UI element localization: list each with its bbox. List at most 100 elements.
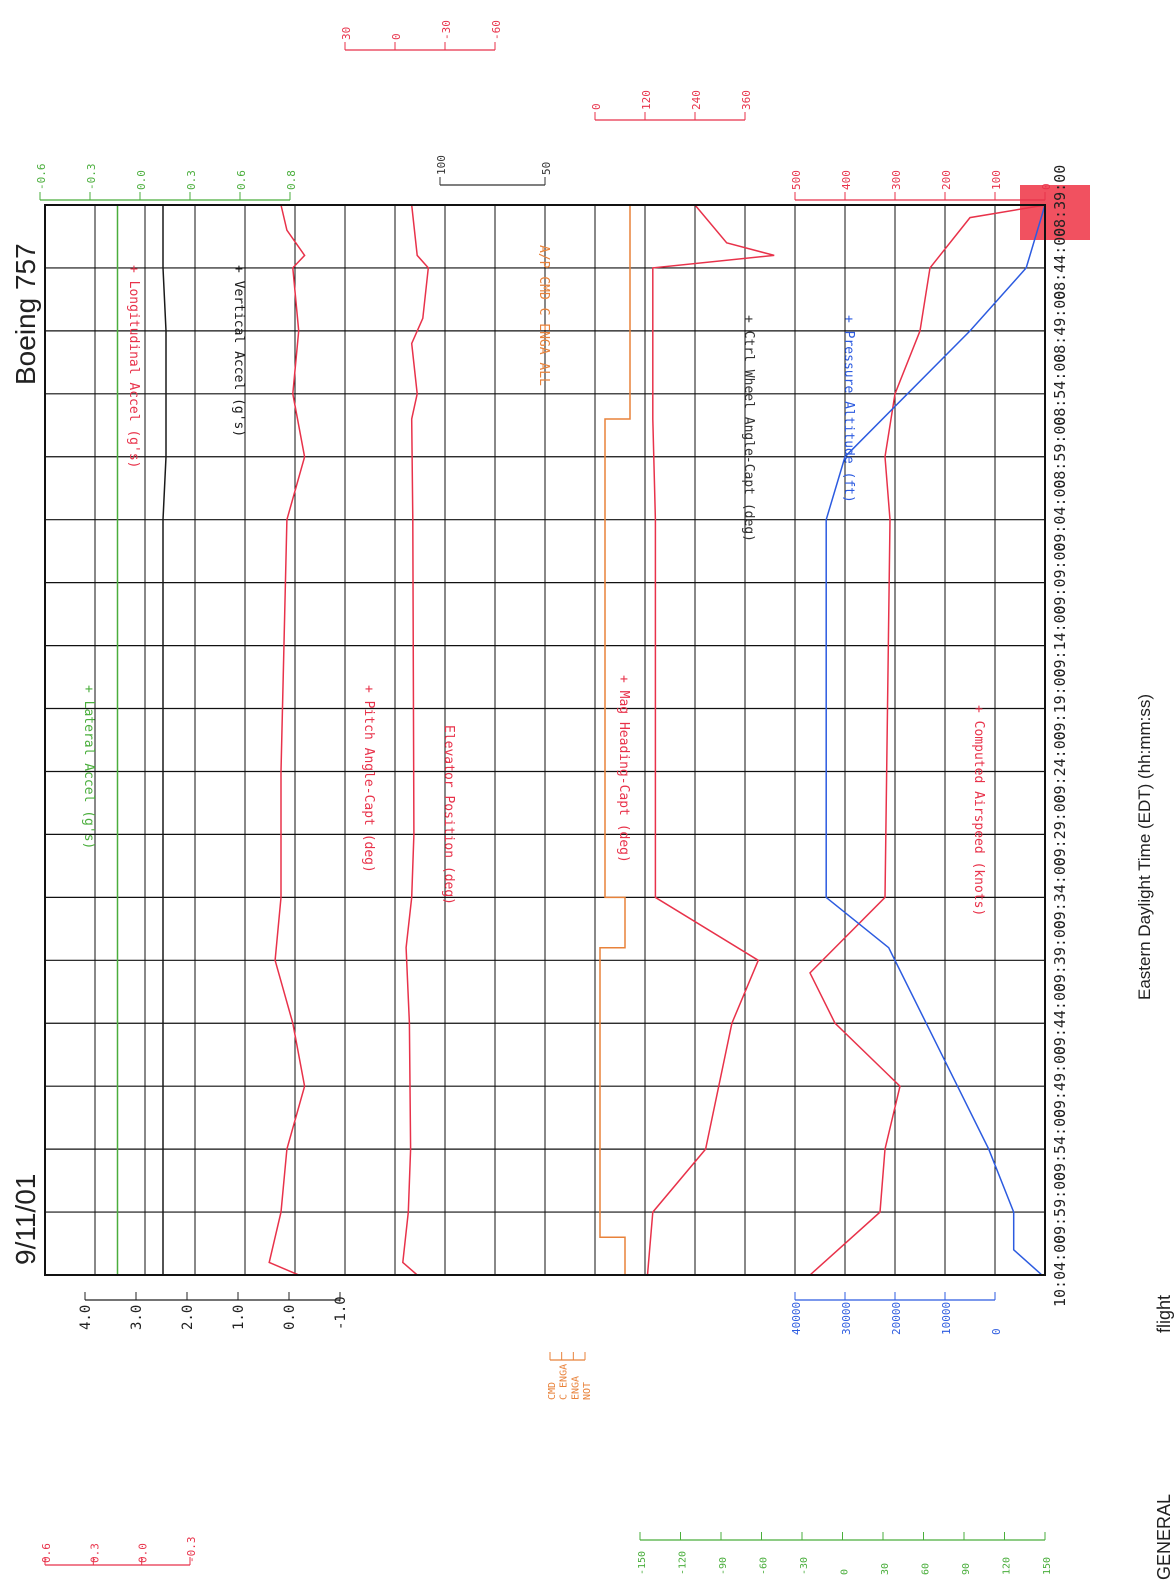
scale-label-elevator: 50 — [540, 162, 553, 175]
scale-label-wheel: -120 — [678, 1551, 689, 1575]
plot-area: + Lateral Accel (g's) + Longitudinal Acce… — [44, 185, 1090, 1276]
scale-label-lateral: 0.6 — [40, 1543, 53, 1563]
footer-left-label: GENERAL — [1154, 1494, 1174, 1580]
series-annotation: + Pressure Altitude (ft) — [841, 315, 856, 503]
series-line — [268, 204, 306, 1276]
series-annotation: + Computed Airspeed (knots) — [971, 705, 986, 916]
series-annotation: + Pitch Angle-Capt (deg) — [361, 685, 376, 873]
series-line — [809, 204, 1046, 1276]
time-tick-label: 09:39:00 — [1051, 920, 1069, 992]
x-axis-title: Eastern Daylight Time (EDT) (hh:mm:ss) — [1135, 694, 1154, 1000]
time-tick-label: 09:44:00 — [1051, 983, 1069, 1055]
scale-label-airspeed: 100 — [990, 170, 1003, 190]
time-tick-label: 08:44:00 — [1051, 228, 1069, 300]
time-tick-labels: 08:39:0008:44:0008:49:0008:54:0008:59:00… — [1051, 165, 1069, 1307]
scale-label-airspeed: 200 — [940, 170, 953, 190]
time-gridlines — [45, 185, 1090, 1276]
scale-label-pitch: 0 — [390, 33, 403, 40]
scale-label-wheel: 90 — [961, 1563, 972, 1575]
footer-right-label: flight — [1154, 1295, 1174, 1333]
autopilot-step — [599, 205, 631, 1275]
series-annotation: + Mag Heading-Capt (deg) — [616, 675, 631, 863]
time-tick-label: 09:24:00 — [1051, 731, 1069, 803]
series-line — [825, 204, 1046, 1276]
axis-scales: 4.0 3.0 2.0 1.0 0.0 -1.0 0.6 0.3 0.0 -0.3 -0.6 -0.3… — [35, 20, 1053, 1575]
scale-label-wheel: 150 — [1042, 1557, 1053, 1575]
scale-label-heading: 240 — [690, 90, 703, 110]
scale-label-lateral_top: 0.6 — [235, 170, 248, 190]
time-tick-label: 09:29:00 — [1051, 794, 1069, 866]
time-tick-label: 10:04:00 — [1051, 1235, 1069, 1307]
scale-label-lateral_top: -0.3 — [85, 164, 98, 191]
scale-label-lateral_top: 0.0 — [135, 170, 148, 190]
series-annotation: + Lateral Accel (g's) — [81, 685, 96, 849]
ground-phase-block — [1020, 185, 1090, 240]
scale-label-accel: 2.0 — [180, 1305, 196, 1330]
time-tick-label: 08:49:00 — [1051, 291, 1069, 363]
plot-frame — [44, 204, 1046, 1276]
scale-label-airspeed: 300 — [890, 170, 903, 190]
time-tick-label: 09:54:00 — [1051, 1109, 1069, 1181]
scale-label-ap: C ENGA — [559, 1364, 570, 1400]
scale-label-airspeed: 500 — [790, 170, 803, 190]
scale-label-pitch: 30 — [340, 27, 353, 40]
scale-label-accel: 3.0 — [129, 1305, 145, 1330]
time-tick-label: 09:09:00 — [1051, 542, 1069, 614]
series-line — [162, 205, 167, 1275]
time-tick-label: 09:34:00 — [1051, 857, 1069, 929]
scale-label-wheel: -90 — [718, 1557, 729, 1575]
scale-label-ap: NOT — [582, 1382, 593, 1400]
scale-label-pitch: -60 — [490, 20, 503, 40]
scale-label-lateral_top: 0.3 — [185, 170, 198, 190]
scale-label-airspeed: 400 — [840, 170, 853, 190]
scale-label-lateral: 0.0 — [137, 1543, 150, 1563]
time-tick-label: 08:54:00 — [1051, 354, 1069, 426]
aircraft-label: Boeing 757 — [10, 243, 41, 385]
scale-label-accel: 4.0 — [78, 1305, 94, 1330]
time-tick-label: 08:59:00 — [1051, 417, 1069, 489]
date-label: 9/11/01 — [10, 1174, 41, 1265]
scale-label-wheel: 60 — [921, 1563, 932, 1575]
scale-label-airspeed: 0 — [1040, 183, 1053, 190]
scale-label-wheel: 0 — [840, 1569, 851, 1575]
scale-label-accel: -1.0 — [333, 1296, 349, 1330]
scale-label-altitude: 30000 — [840, 1302, 853, 1335]
scale-label-altitude: 40000 — [790, 1302, 803, 1335]
scale-label-ap: ENGA — [570, 1376, 581, 1400]
scale-label-lateral: -0.3 — [185, 1537, 198, 1564]
scale-label-wheel: -150 — [637, 1551, 648, 1575]
scale-label-accel: 0.0 — [282, 1305, 298, 1330]
band-gridlines — [94, 205, 996, 1275]
time-tick-label: 09:59:00 — [1051, 1172, 1069, 1244]
scale-label-wheel: -60 — [759, 1557, 770, 1575]
scale-label-accel: 1.0 — [231, 1305, 247, 1330]
scale-label-heading: 120 — [640, 90, 653, 110]
scale-label-pitch: -30 — [440, 20, 453, 40]
series-annotation: + Ctrl Wheel Angle-Capt (deg) — [741, 315, 756, 542]
series-layer — [116, 204, 1046, 1276]
series-annotation: Elevator Position (deg) — [441, 725, 456, 905]
scale-label-wheel: -30 — [799, 1557, 810, 1575]
series-annotation: + Longitudinal Accel (g's) — [126, 265, 141, 469]
series-line — [646, 204, 775, 1276]
annotation-layer: + Lateral Accel (g's) + Longitudinal Acce… — [81, 245, 986, 916]
scale-label-wheel: 120 — [1002, 1557, 1013, 1575]
scale-label-altitude: 0 — [990, 1328, 1003, 1335]
time-tick-label: 09:14:00 — [1051, 605, 1069, 677]
scale-label-lateral_top: -0.6 — [35, 164, 48, 191]
scale-label-altitude: 20000 — [890, 1302, 903, 1335]
time-tick-label: 08:39:00 — [1051, 165, 1069, 237]
scale-label-altitude: 10000 — [940, 1302, 953, 1335]
time-tick-label: 09:49:00 — [1051, 1046, 1069, 1118]
series-annotation: A/P CMD C ENGA ALL — [536, 245, 551, 386]
scale-label-lateral: 0.3 — [88, 1543, 101, 1563]
scale-label-ap: CMD — [547, 1382, 558, 1400]
scale-label-elevator: 100 — [435, 155, 448, 175]
series-annotation: + Vertical Accel (g's) — [231, 265, 246, 437]
time-tick-label: 09:04:00 — [1051, 479, 1069, 551]
scale-label-heading: 0 — [590, 103, 603, 110]
time-tick-label: 09:19:00 — [1051, 668, 1069, 740]
scale-label-wheel: 30 — [880, 1563, 891, 1575]
